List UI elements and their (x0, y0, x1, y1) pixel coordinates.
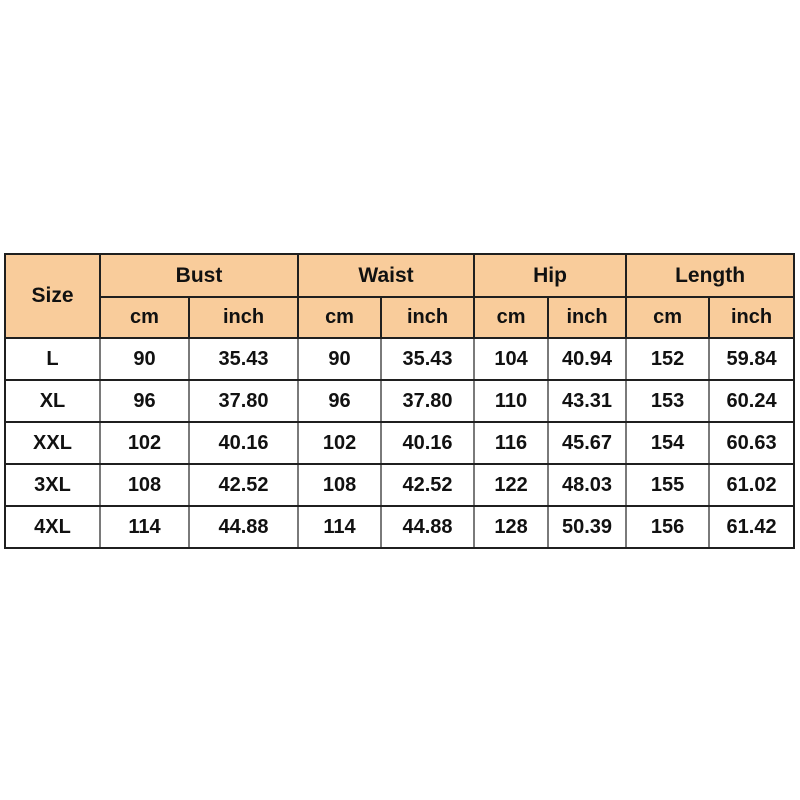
cell-bust-cm: 90 (99, 337, 190, 381)
cell-hip-inch: 48.03 (547, 463, 628, 507)
cell-bust-cm: 108 (99, 463, 190, 507)
subheader-hip-cm: cm (473, 296, 550, 339)
cell-bust-inch: 40.16 (187, 421, 300, 465)
header-bust: Bust (98, 253, 300, 298)
cell-length-inch: 61.02 (708, 463, 796, 507)
cell-bust-inch: 42.52 (187, 463, 300, 507)
cell-hip-inch: 45.67 (547, 421, 628, 465)
cell-bust-cm: 102 (99, 421, 190, 465)
cell-bust-inch: 37.80 (187, 379, 300, 423)
cell-length-cm: 155 (625, 463, 711, 507)
cell-waist-inch: 35.43 (380, 337, 476, 381)
subheader-waist-inch: inch (380, 296, 476, 339)
table-row-4XL: 4XL 114 44.88 114 44.88 128 50.39 156 61… (4, 505, 796, 549)
table-row-XL: XL 96 37.80 96 37.80 110 43.31 153 60.24 (4, 379, 796, 423)
cell-bust-inch: 35.43 (187, 337, 300, 381)
table-row-L: L 90 35.43 90 35.43 104 40.94 152 59.84 (4, 337, 796, 381)
row-header-size: 3XL (4, 463, 101, 507)
cell-length-cm: 153 (625, 379, 711, 423)
cell-length-inch: 60.63 (708, 421, 796, 465)
group-header-row: Size Bust Waist Hip Length (4, 253, 796, 339)
cell-length-cm: 156 (625, 505, 711, 549)
subheader-bust-inch: inch (187, 296, 300, 339)
subheader-length-inch: inch (708, 296, 796, 339)
header-waist: Waist (297, 253, 476, 298)
cell-length-inch: 59.84 (708, 337, 796, 381)
cell-hip-inch: 50.39 (547, 505, 628, 549)
size-chart-table: Size Bust Waist Hip Length cm inch cm in… (4, 253, 796, 549)
cell-waist-cm: 114 (297, 505, 383, 549)
cell-length-cm: 154 (625, 421, 711, 465)
cell-waist-inch: 40.16 (380, 421, 476, 465)
cell-waist-cm: 108 (297, 463, 383, 507)
subheader-length-cm: cm (625, 296, 711, 339)
cell-length-inch: 60.24 (708, 379, 796, 423)
cell-bust-cm: 96 (99, 379, 190, 423)
cell-bust-inch: 44.88 (187, 505, 300, 549)
cell-hip-cm: 122 (473, 463, 550, 507)
cell-waist-cm: 90 (297, 337, 383, 381)
header-length: Length (625, 253, 796, 298)
cell-length-cm: 152 (625, 337, 711, 381)
row-header-size: 4XL (4, 505, 101, 549)
cell-waist-cm: 102 (297, 421, 383, 465)
header-size: Size (4, 253, 101, 339)
cell-waist-cm: 96 (297, 379, 383, 423)
subheader-bust-cm: cm (99, 296, 190, 339)
header-hip: Hip (473, 253, 628, 298)
cell-hip-inch: 40.94 (547, 337, 628, 381)
table-row-XXL: XXL 102 40.16 102 40.16 116 45.67 154 60… (4, 421, 796, 465)
row-header-size: L (4, 337, 101, 381)
cell-waist-inch: 37.80 (380, 379, 476, 423)
cell-waist-inch: 44.88 (380, 505, 476, 549)
row-header-size: XXL (4, 421, 101, 465)
table-row-3XL: 3XL 108 42.52 108 42.52 122 48.03 155 61… (4, 463, 796, 507)
subheader-waist-cm: cm (297, 296, 383, 339)
cell-waist-inch: 42.52 (380, 463, 476, 507)
cell-hip-cm: 110 (473, 379, 550, 423)
cell-hip-cm: 128 (473, 505, 550, 549)
cell-hip-cm: 116 (473, 421, 550, 465)
cell-hip-cm: 104 (473, 337, 550, 381)
cell-hip-inch: 43.31 (547, 379, 628, 423)
row-header-size: XL (4, 379, 101, 423)
subheader-hip-inch: inch (547, 296, 628, 339)
cell-length-inch: 61.42 (708, 505, 796, 549)
cell-bust-cm: 114 (99, 505, 190, 549)
unit-header-row: cm inch cm inch cm inch cm inch (5, 296, 796, 339)
